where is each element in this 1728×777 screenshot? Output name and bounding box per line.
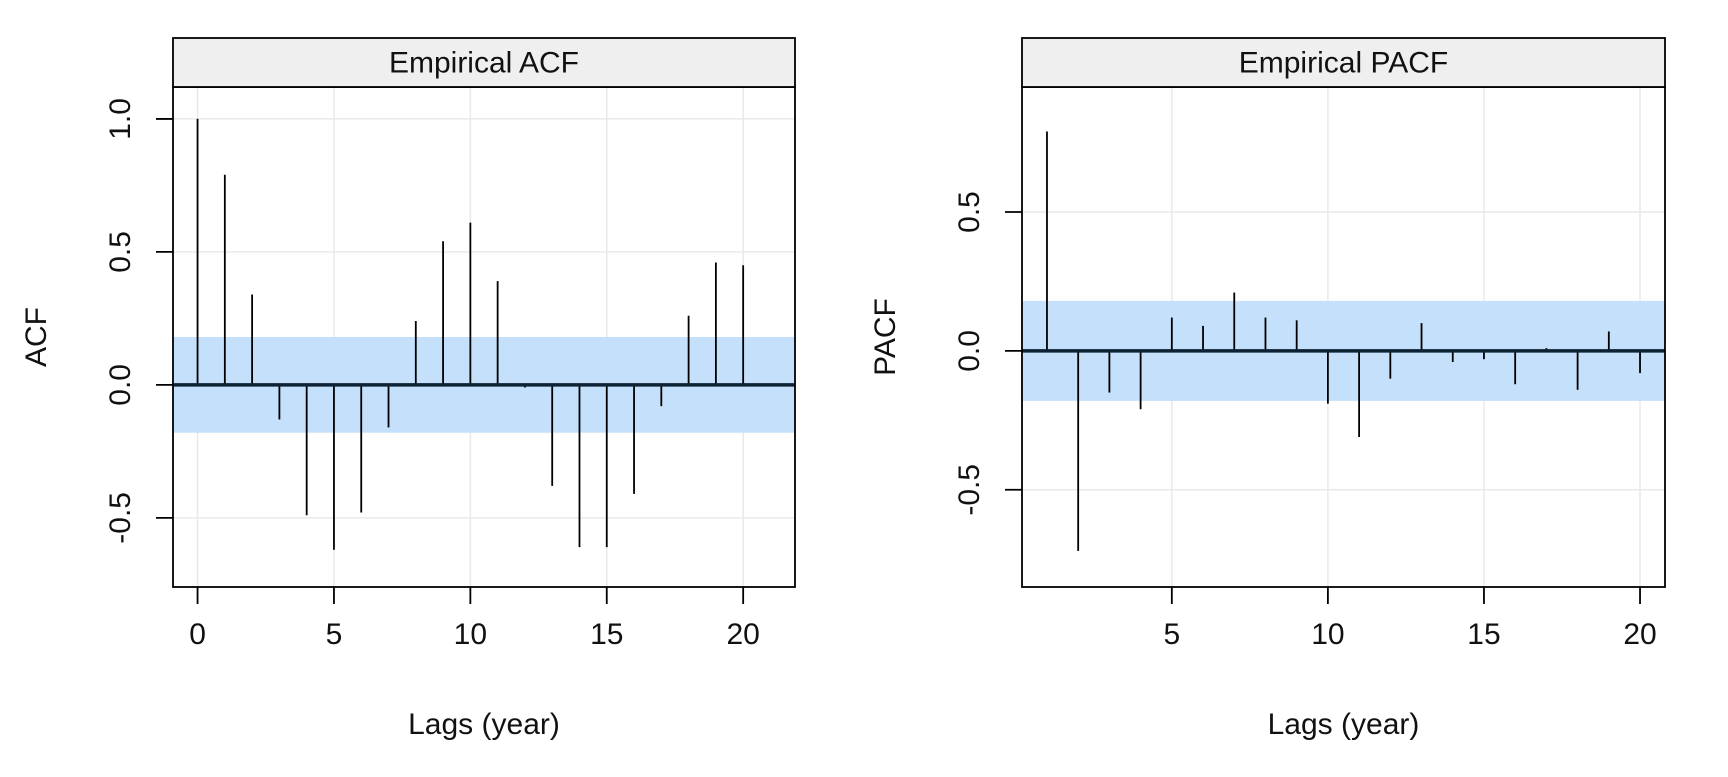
pacf-x-tick-label: 15 [1467,618,1500,651]
acf-y-tick-label: 0.0 [104,364,137,406]
pacf-x-tick-label: 10 [1311,618,1344,651]
pacf-title-strip [1021,37,1666,88]
pacf-title: Empirical PACF [1239,47,1448,80]
pacf-y-axis: -0.5 0.0 0.5 [953,191,1022,516]
pacf-x-axis: 5 10 15 20 [1163,587,1657,651]
acf-x-axis: 0 5 10 15 20 [189,587,760,651]
acf-y-axis: -0.5 0.0 0.5 1.0 [104,98,173,544]
acf-title-strip [172,37,796,88]
pacf-x-tick-label: 5 [1163,618,1180,651]
acf-y-tick-label: -0.5 [104,492,137,544]
pacf-y-tick-label: -0.5 [953,464,986,516]
acf-spikes [196,118,745,550]
pacf-spikes [1046,131,1641,551]
acf-y-axis-label: ACF [20,307,53,367]
acf-x-tick-label: 5 [326,618,343,651]
pacf-y-tick-label: 0.0 [953,330,986,372]
acf-x-tick-label: 20 [726,618,759,651]
pacf-x-axis-label: Lags (year) [1268,708,1420,741]
acf-x-tick-label: 10 [454,618,487,651]
pacf-y-axis-label: PACF [869,298,902,376]
pacf-x-tick-label: 20 [1623,618,1656,651]
acf-x-tick-label: 0 [189,618,206,651]
acf-x-tick-label: 15 [590,618,623,651]
acf-panel: Empirical ACF 0 5 10 15 20 -0.5 0.0 0.5 1.0 Lag… [20,37,796,741]
acf-title: Empirical ACF [389,47,579,80]
acf-y-tick-label: 0.5 [104,231,137,273]
pacf-panel: Empirical PACF 5 10 15 20 -0.5 0.0 0.5 Lags (… [869,37,1666,741]
acf-x-axis-label: Lags (year) [408,708,560,741]
pacf-y-tick-label: 0.5 [953,191,986,233]
acf-y-tick-label: 1.0 [104,98,137,140]
